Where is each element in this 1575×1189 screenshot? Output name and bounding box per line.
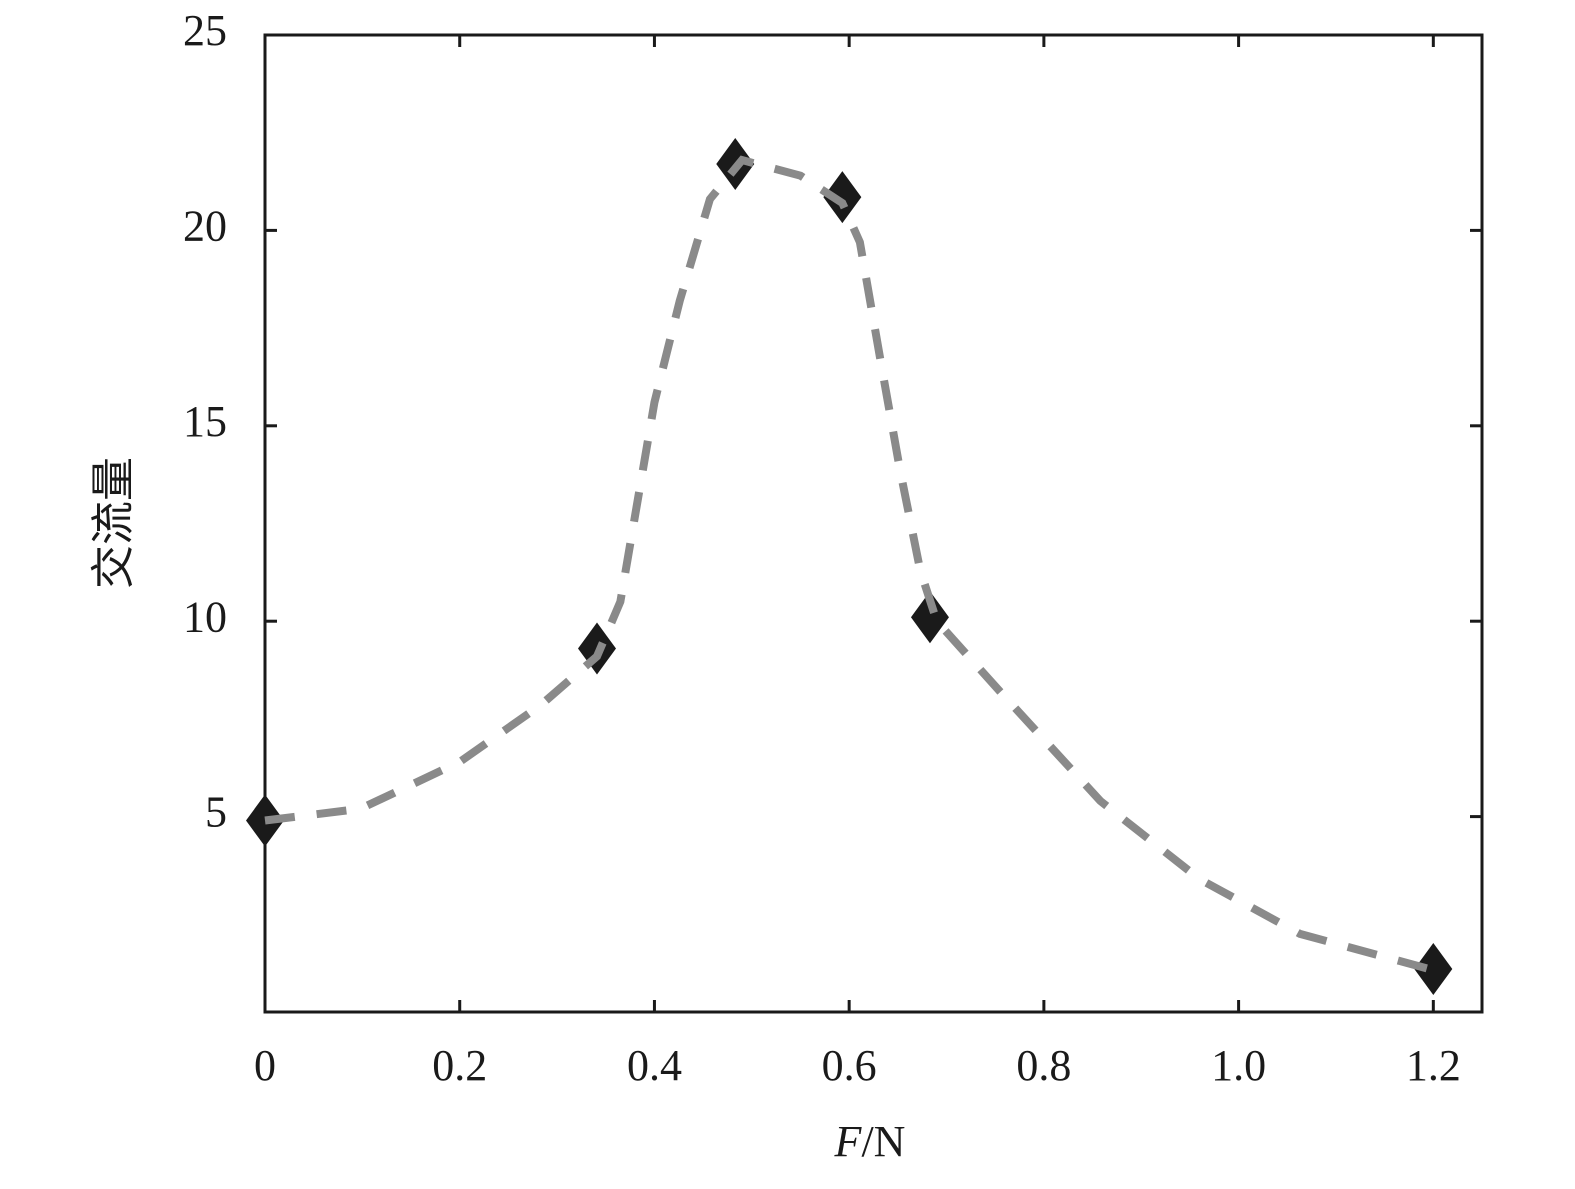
x-tick-label: 1.2 [1406,1041,1461,1090]
data-point [910,591,949,644]
fit-curve [264,155,1435,975]
y-axis-label: 交流量 [89,457,138,589]
y-tick-label: 10 [183,592,227,641]
y-tick-label: 5 [205,788,227,837]
x-label-italic: F [834,1117,863,1166]
y-tick-label: 25 [183,6,227,55]
plot-frame [263,33,1484,1014]
x-tick-label: 0.4 [627,1041,682,1090]
x-tick-label: 0.6 [822,1041,877,1090]
data-point [1414,943,1453,996]
x-tick-label: 0.8 [1016,1041,1071,1090]
x-axis-label: F/N [834,1117,906,1166]
x-tick-label: 0 [254,1041,276,1090]
y-tick-label: 20 [183,201,227,250]
x-tick-label: 1.0 [1211,1041,1266,1090]
x-label-unit: /N [861,1117,905,1166]
y-tick-label: 15 [183,397,227,446]
data-point [823,171,862,224]
x-tick-label: 0.2 [432,1041,487,1090]
